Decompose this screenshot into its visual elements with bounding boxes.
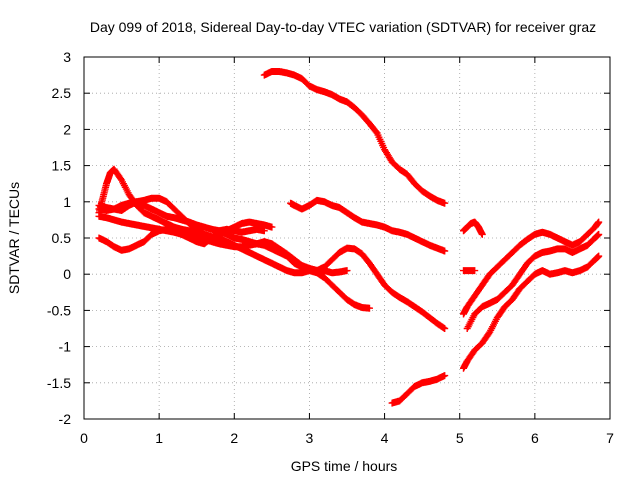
data-markers [287,196,449,255]
x-tick-label: 6 [531,430,539,446]
y-tick-label: 0 [63,266,71,282]
y-tick-label: 0.5 [52,230,72,246]
data-markers [460,218,486,238]
x-tick-label: 1 [155,430,163,446]
data-series-s8 [388,372,449,407]
x-tick-label: 0 [80,430,88,446]
chart-title: Day 099 of 2018, Sidereal Day-to-day VTE… [90,19,596,35]
data-markers [463,230,603,332]
x-tick-label: 2 [230,430,238,446]
data-markers [260,68,449,207]
axis-ticks: 0 1 2 3 4 5 6 7 -2 -1.5 -1 -0.5 0 0.5 1 1.5 2 2.5 3 [47,49,614,446]
y-tick-label: 2.5 [52,85,72,101]
data-series-s12 [460,252,603,372]
x-tick-label: 3 [306,430,314,446]
data-series-s10 [460,267,479,275]
data-series-s13 [463,230,603,332]
data-series-s7 [287,196,449,255]
data-series-s9 [460,218,486,238]
data-series-s5 [95,225,268,254]
data-series-s6 [260,68,449,207]
y-tick-label: 1 [63,194,71,210]
data-markers [460,267,479,275]
y-tick-label: -1 [59,339,72,355]
x-axis-label: GPS time / hours [291,458,398,474]
x-tick-label: 7 [606,430,614,446]
x-tick-label: 4 [381,430,389,446]
x-tick-label: 5 [456,430,464,446]
data-markers [388,372,449,407]
y-tick-label: -0.5 [47,302,71,318]
data-series-s11 [460,218,603,318]
data-markers [460,218,603,318]
data-markers [95,225,268,254]
y-tick-label: -2 [59,411,72,427]
y-tick-label: -1.5 [47,375,71,391]
y-tick-label: 3 [63,49,71,65]
y-tick-label: 2 [63,121,71,137]
y-tick-label: 1.5 [52,158,72,174]
data-markers [460,252,603,372]
y-axis-label: SDTVAR / TECUs [6,182,22,294]
data-points [95,68,603,407]
